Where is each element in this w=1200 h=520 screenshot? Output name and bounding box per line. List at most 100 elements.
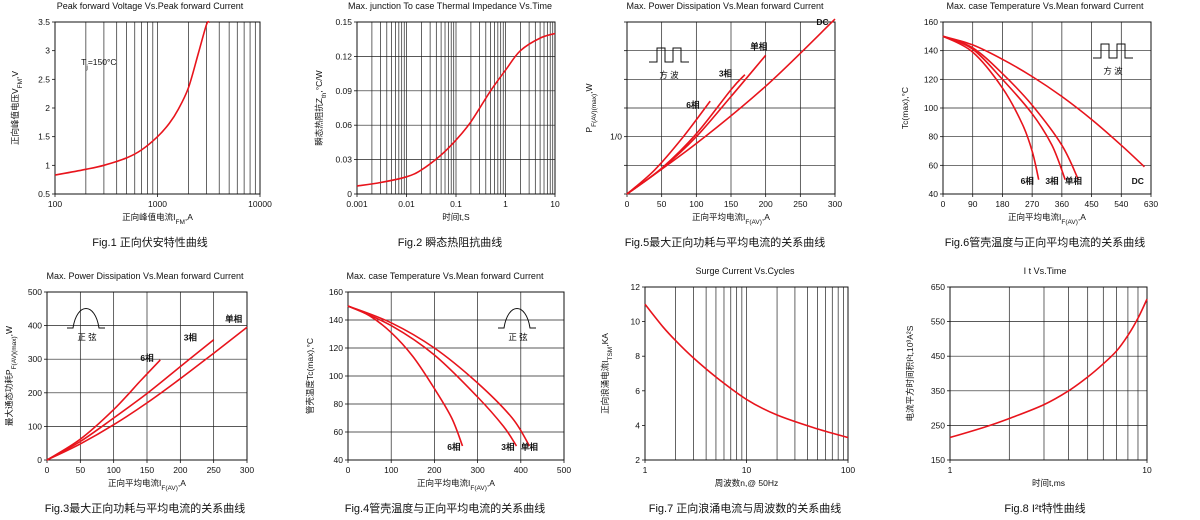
y-tick-label: 60 [334,427,344,437]
y-tick-label: 0.03 [335,155,352,165]
square-wave-icon [1093,43,1133,59]
y-axis-label: 电流平方时间积I²t,10³A²S [905,325,915,421]
x-axis-label: 正向平均电流IF(AV),A [417,478,495,492]
x-tick-label: 400 [514,465,528,475]
y-tick-label: 4 [635,420,640,430]
x-tick-label: 300 [828,199,842,209]
waveform-label: 方 波 [1103,66,1123,76]
series-line-3相 [46,339,215,461]
y-axis-label: 瞬态热阻抗Zth,°C/W [314,70,328,145]
y-tick-label: 500 [28,287,42,297]
y-tick-label: 100 [28,421,42,431]
y-tick-label: 10 [631,317,641,327]
x-tick-label: 100 [48,199,62,209]
y-tick-label: 1/0 [610,132,622,142]
x-tick-label: 100 [384,465,398,475]
y-tick-label: 250 [931,420,945,430]
x-tick-label: 200 [759,199,773,209]
series-line-DC [626,18,836,195]
series-line-0 [356,32,556,187]
figure-caption: Fig.8 I²t特性曲线 [1004,501,1085,515]
y-tick-label: 2 [635,455,640,465]
grid [627,22,835,194]
y-tick-label: 300 [28,354,42,364]
series-line-单相 [46,326,248,461]
x-tick-label: 200 [173,465,187,475]
series-label: 单相 [1065,176,1083,186]
series-label: 6相 [1021,176,1035,186]
x-tick-label: 0 [625,199,630,209]
waveform-inset-icon: 方 波 [1093,43,1133,76]
waveform-inset-icon: 正 弦 [498,308,536,342]
y-tick-label: 450 [931,351,945,361]
x-tick-label: 0 [941,199,946,209]
y-tick-label: 8 [635,351,640,361]
series-line-DC [942,35,1145,168]
chart-title: Max. junction To case Thermal Impedance … [348,1,552,11]
waveform-inset-icon: 正 弦 [67,308,105,342]
x-tick-label: 0.001 [346,199,368,209]
x-tick-label: 630 [1144,199,1158,209]
figure-caption: Fig.2 瞬态热阻抗曲线 [398,235,503,249]
x-tick-label: 250 [793,199,807,209]
x-tick-label: 540 [1114,199,1128,209]
chart-fig7: 2 4 6 8 10 12 1 10 100 Surge Current Vs.Cycles 周波数… [600,266,855,515]
series-label: DC [1132,176,1144,186]
y-tick-label: 200 [28,388,42,398]
chart-fig6: 40 60 80 100 120 140 160 0 90 180 270 360 450 540 630 M… [900,1,1158,249]
x-tick-label: 50 [76,465,86,475]
y-tick-label: 0 [347,189,352,199]
x-tick-label: 300 [471,465,485,475]
waveform-inset-icon: 方 波 [649,47,689,80]
annotation: Tj=150°C [81,57,116,71]
y-tick-label: 0.06 [335,120,352,130]
grid [357,22,555,194]
x-tick-label: 10000 [248,199,272,209]
x-tick-label: 500 [557,465,571,475]
x-axis-label: 正向平均电流IF(AV),A [108,478,186,492]
series-label: 单相 [225,314,243,324]
chart-fig1: 0.5 1 1.5 2 2.5 3 3.5 100 1000 10000 Peak forward … [10,1,272,249]
y-tick-label: 40 [929,189,939,199]
series-label: 3相 [184,333,198,343]
chart-fig8: 150 250 350 450 550 650 1 10 I t Vs.Time 时间t,ms 电流… [905,266,1152,515]
y-axis-label: PF(AV)(max),W [584,83,598,132]
y-tick-label: 100 [329,371,343,381]
x-tick-label: 200 [427,465,441,475]
chart-title: I t Vs.Time [1024,266,1067,276]
chart-title: Peak forward Voltage Vs.Peak forward Cur… [57,1,244,11]
y-tick-label: 40 [334,455,344,465]
chart-fig4: 40 60 80 100 120 140 160 0 100 200 300 400 500 Max. c… [305,271,571,515]
y-tick-label: 160 [329,287,343,297]
series-line-0 [54,20,210,176]
y-tick-label: 1 [45,160,50,170]
series-label: 单相 [750,42,768,52]
x-tick-label: 0.1 [450,199,462,209]
x-tick-label: 150 [140,465,154,475]
grid [943,22,1151,194]
figure-caption: Fig.3最大正向功耗与平均电流的关系曲线 [45,501,245,515]
x-tick-label: 0 [346,465,351,475]
x-tick-label: 450 [1084,199,1098,209]
y-tick-label: 2.5 [38,74,50,84]
x-tick-label: 150 [724,199,738,209]
y-tick-label: 1.5 [38,132,50,142]
series-label: 6相 [447,442,461,452]
series-line-0 [644,303,849,439]
grid [47,292,247,460]
figure-caption: Fig.1 正向伏安特性曲线 [92,235,208,249]
figure-caption: Fig.5最大正向功耗与平均电流的关系曲线 [625,235,825,249]
y-tick-label: 6 [635,386,640,396]
grid [85,22,256,194]
series-line-3相 [942,35,1066,180]
y-tick-label: 0.09 [335,86,352,96]
x-tick-label: 10 [1142,465,1152,475]
square-wave-icon [649,47,689,63]
x-tick-label: 50 [657,199,667,209]
x-axis-label: 周波数n,@ 50Hz [715,478,778,488]
series-label: DC [816,17,828,27]
waveform-label: 正 弦 [77,332,97,342]
x-tick-label: 10 [550,199,560,209]
series-line-0 [949,298,1148,439]
chart-fig5: 1/0 0 50 100 150 200 250 300 Max. Power Dissipat… [584,1,842,249]
